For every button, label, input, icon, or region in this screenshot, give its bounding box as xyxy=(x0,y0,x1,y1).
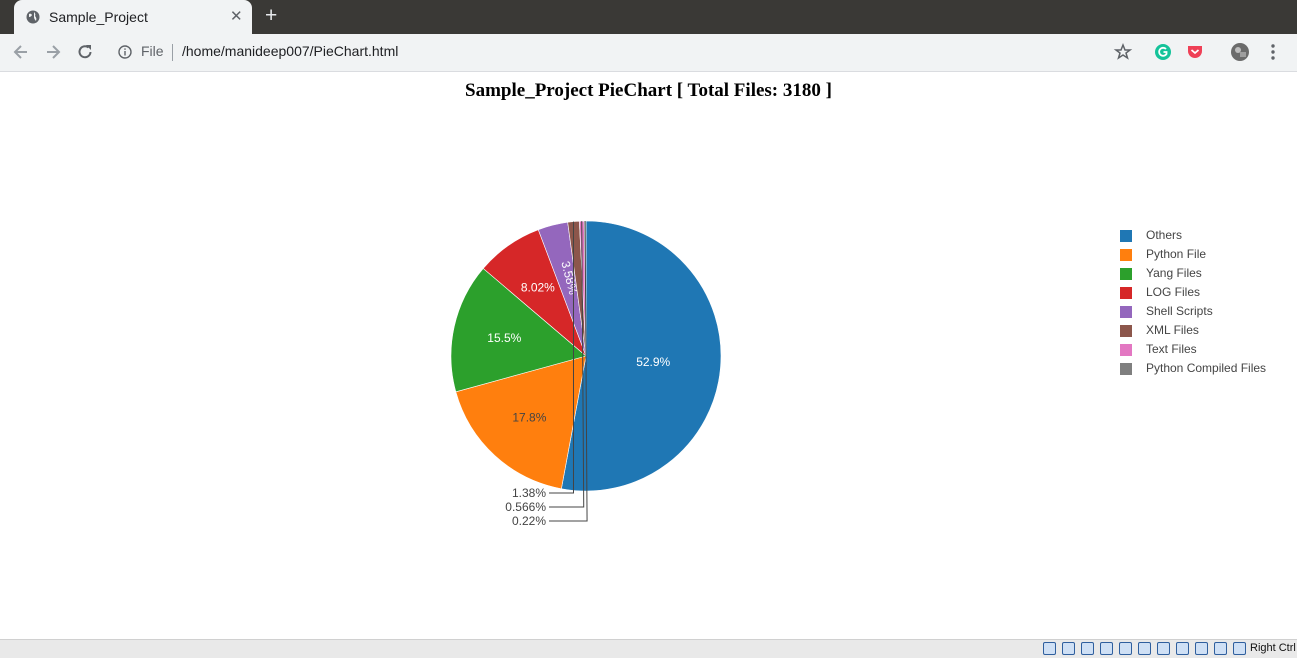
legend-swatch xyxy=(1120,344,1132,356)
video-capture-icon[interactable] xyxy=(1176,642,1189,655)
host-key-label: Right Ctrl xyxy=(1250,642,1296,654)
legend-swatch xyxy=(1120,363,1132,375)
reload-icon[interactable] xyxy=(75,42,95,62)
hard-disk-icon[interactable] xyxy=(1043,642,1056,655)
profile-avatar-icon[interactable] xyxy=(1230,42,1250,62)
legend-label: Yang Files xyxy=(1146,266,1202,280)
legend-swatch xyxy=(1120,306,1132,318)
label-leader-line xyxy=(549,220,588,522)
close-tab-icon[interactable]: ✕ xyxy=(230,8,243,25)
keyboard-arrow-icon[interactable] xyxy=(1233,642,1246,655)
legend-swatch xyxy=(1120,249,1132,261)
address-bar[interactable]: /home/manideep007/PieChart.html xyxy=(182,43,399,59)
legend-label: Python Compiled Files xyxy=(1146,361,1267,375)
optical-drive-icon[interactable] xyxy=(1062,642,1075,655)
chart-title: Sample_Project PieChart [ Total Files: 3… xyxy=(465,80,832,101)
legend-swatch xyxy=(1120,325,1132,337)
menu-kebab-icon[interactable] xyxy=(1263,42,1283,62)
grammarly-extension-icon[interactable] xyxy=(1153,42,1173,62)
legend-label: Others xyxy=(1146,228,1183,242)
new-tab-icon[interactable]: + xyxy=(265,4,278,27)
slice-label: 15.5% xyxy=(487,331,521,345)
legend-swatch xyxy=(1120,268,1132,280)
legend-label: Text Files xyxy=(1146,342,1197,356)
label-leader-line xyxy=(549,221,574,494)
pocket-extension-icon[interactable] xyxy=(1185,42,1205,62)
browser-tab[interactable]: Sample_Project ✕ xyxy=(14,0,252,34)
back-icon[interactable] xyxy=(11,42,31,62)
vm-status-bar: Right Ctrl xyxy=(0,639,1297,658)
slice-label: 17.8% xyxy=(512,411,546,425)
legend-label: Shell Scripts xyxy=(1146,304,1213,318)
usb-icon[interactable] xyxy=(1119,642,1132,655)
slice-label: 52.9% xyxy=(636,355,670,369)
display-icon[interactable] xyxy=(1157,642,1170,655)
legend-swatch xyxy=(1120,287,1132,299)
tab-strip: Sample_Project ✕ + xyxy=(0,0,1297,34)
legend-label: XML Files xyxy=(1146,323,1199,337)
url-scheme: File xyxy=(141,43,164,59)
tab-title: Sample_Project xyxy=(49,9,148,25)
slice-label: 0.22% xyxy=(512,514,546,528)
cpu-icon[interactable] xyxy=(1195,642,1208,655)
label-leader-line xyxy=(549,221,585,508)
globe-icon xyxy=(26,10,40,24)
forward-icon[interactable] xyxy=(43,42,63,62)
shared-folder-icon[interactable] xyxy=(1138,642,1151,655)
info-icon[interactable] xyxy=(118,45,132,59)
legend-label: Python File xyxy=(1146,247,1207,261)
mouse-integration-icon[interactable] xyxy=(1214,642,1227,655)
url-separator xyxy=(172,44,173,61)
pie-slice-yang-files[interactable] xyxy=(450,268,587,393)
slice-label: 1.38% xyxy=(512,486,546,500)
bookmark-star-icon[interactable] xyxy=(1113,42,1133,62)
pie-slice-python-file[interactable] xyxy=(455,355,587,490)
network-icon[interactable] xyxy=(1100,642,1113,655)
legend-swatch xyxy=(1120,230,1132,242)
pie-slice-others[interactable] xyxy=(561,220,722,492)
browser-toolbar: File /home/manideep007/PieChart.html xyxy=(0,34,1297,72)
slice-label: 0.566% xyxy=(505,500,546,514)
legend-label: LOG Files xyxy=(1146,285,1201,299)
slice-label: 8.02% xyxy=(521,281,555,295)
audio-icon[interactable] xyxy=(1081,642,1094,655)
